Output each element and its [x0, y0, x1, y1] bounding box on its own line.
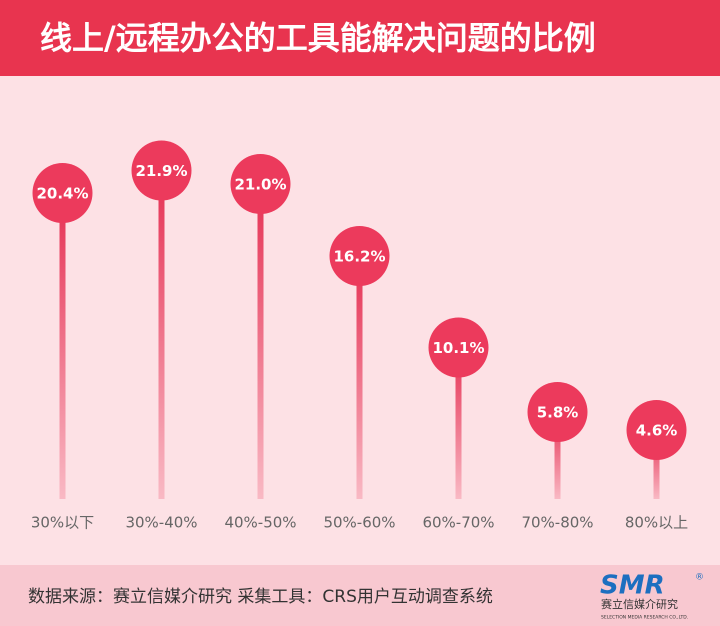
dot	[32, 163, 93, 223]
source: 数据来源：赛立信媒介研究 采集工具：CRS用户互动调查系统	[28, 586, 493, 607]
stem	[257, 184, 264, 499]
dot	[329, 226, 390, 286]
logo-cn: 赛立信媒介研究	[601, 597, 678, 611]
stem	[356, 256, 363, 499]
x-tick-label: 30%以下	[31, 514, 94, 532]
value-label: 5.8%	[537, 404, 579, 422]
logo-name: SMR	[600, 571, 665, 601]
chart-title: 线上/远程办公的工具能解决问题的比例	[40, 19, 596, 57]
dot	[626, 400, 687, 460]
value-label: 4.6%	[636, 422, 678, 440]
dot	[131, 140, 192, 201]
value-label: 21.0%	[234, 176, 286, 194]
value-label: 20.4%	[36, 185, 88, 203]
dot	[428, 317, 489, 378]
value-label: 21.9%	[135, 162, 187, 180]
header	[0, 0, 720, 76]
stem	[653, 430, 660, 499]
footer	[0, 565, 720, 626]
x-tick-label: 80%以上	[625, 514, 688, 532]
stem	[158, 170, 165, 499]
x-tick-label: 70%-80%	[521, 514, 593, 532]
stem	[455, 347, 462, 499]
logo-en: SELECTION MEDIA RESEARCH CO.,LTD.	[601, 615, 688, 621]
x-tick-label: 30%-40%	[125, 514, 197, 532]
stem	[554, 412, 561, 499]
value-label: 10.1%	[432, 339, 484, 357]
x-tick-label: 40%-50%	[224, 514, 296, 532]
logo-mark: ®	[695, 573, 704, 583]
x-tick-label: 50%-60%	[323, 514, 395, 532]
dot	[230, 154, 291, 214]
x-tick-label: 60%-70%	[422, 514, 494, 532]
dot	[527, 382, 588, 442]
stem	[59, 193, 66, 499]
value-label: 16.2%	[333, 248, 385, 266]
